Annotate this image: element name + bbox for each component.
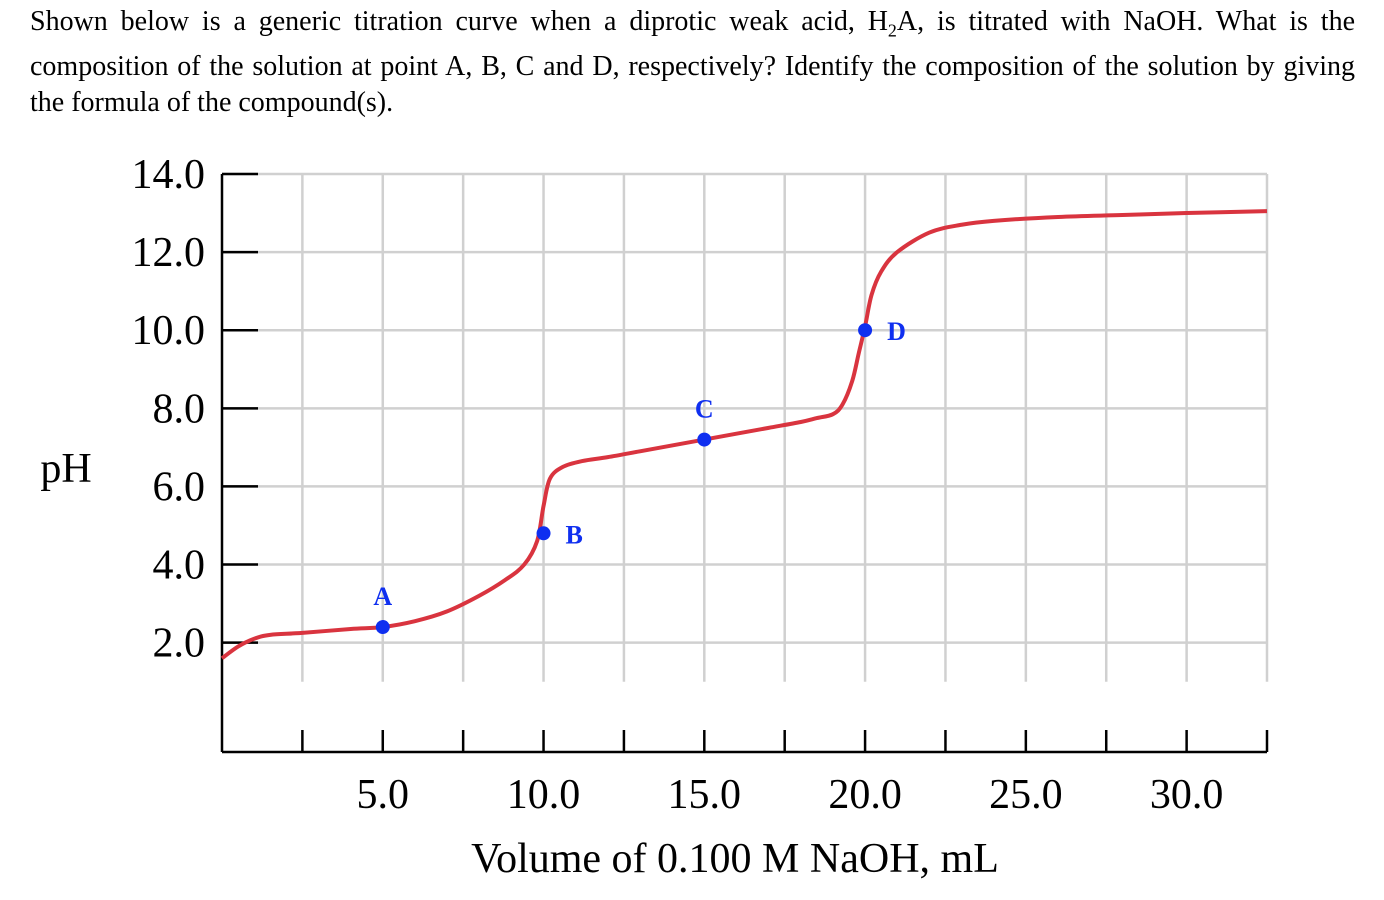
point-label-c: C (695, 395, 714, 424)
x-tick-label: 15.0 (668, 772, 742, 818)
tick-labels: 14.0 12.0 10.0 8.0 6.0 4.0 2.0 5.0 10.0 15.0 20.0 2… (132, 152, 1224, 818)
tick-marks (222, 172, 1269, 752)
point-label-b: B (566, 520, 583, 549)
y-tick-label: 4.0 (153, 543, 206, 589)
point-c (697, 432, 712, 447)
point-label-d: D (887, 317, 906, 346)
y-tick-label: 12.0 (132, 230, 206, 276)
x-axis-label: Volume of 0.100 M NaOH, mL (471, 836, 999, 882)
x-tick-label: 5.0 (357, 772, 410, 818)
question-text: Shown below is a generic titration curve… (30, 4, 1355, 121)
y-tick-label: 14.0 (132, 152, 206, 198)
question-text-part2: A, is titrated with NaOH. What is the co… (30, 6, 1355, 118)
x-tick-label: 20.0 (828, 772, 902, 818)
y-tick-label: 10.0 (132, 308, 206, 354)
y-tick-label: 6.0 (153, 464, 206, 510)
point-a (375, 620, 390, 635)
point-label-a: A (373, 582, 392, 611)
x-tick-label: 25.0 (989, 772, 1063, 818)
marked-points: A B C D (373, 317, 906, 635)
x-tick-label: 10.0 (507, 772, 581, 818)
y-tick-label: 2.0 (153, 621, 206, 667)
question-text-part1: Shown below is a generic titration curve… (30, 6, 888, 37)
axes (220, 174, 1267, 754)
x-tick-label: 30.0 (1150, 772, 1224, 818)
y-tick-label: 8.0 (153, 386, 206, 432)
point-d (858, 323, 873, 338)
grid-lines (222, 172, 1269, 682)
titration-curve-group (220, 209, 1268, 660)
point-b (536, 526, 551, 541)
question-subscript: 2 (887, 20, 897, 41)
titration-curve (220, 209, 1268, 660)
y-axis-label: pH (40, 446, 91, 492)
